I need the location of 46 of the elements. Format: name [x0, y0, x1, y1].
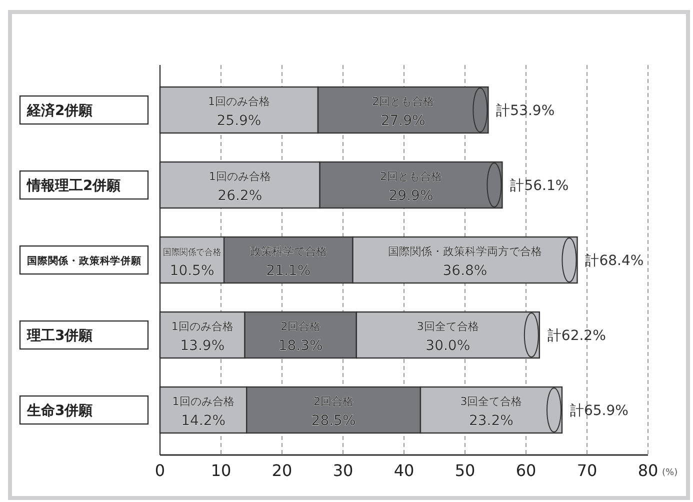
annotation: 1回のみ合格 [208, 170, 271, 183]
data-label: 14.2% [181, 413, 226, 429]
annotation: 2回とも合格 [372, 95, 434, 108]
annotation: 3回全て合格 [460, 395, 522, 408]
y-tick-label: 理工3併願 [26, 328, 93, 344]
data-label: 10.5% [170, 263, 214, 279]
y-tick-label: 生命3併願 [26, 403, 93, 419]
data-label: 28.5% [311, 413, 356, 429]
data-label: 18.3% [278, 338, 323, 354]
y-tick-label: 国際関係・政策科学併願 [27, 255, 141, 267]
x-tick-label: 20 [272, 461, 292, 480]
total-label: 計65.9% [570, 403, 628, 419]
annotation: 3回全て合格 [416, 320, 479, 333]
annotation: 1回のみ合格 [208, 95, 270, 108]
annotation: 2回合格 [280, 320, 321, 333]
x-tick-label: 50 [454, 461, 476, 480]
data-label: 25.9% [216, 113, 262, 129]
data-label: 27.9% [380, 113, 426, 129]
y-tick-label: 経済2併願 [26, 102, 93, 119]
data-label: 36.8% [442, 263, 488, 279]
annotation: 国際関係で合格 [163, 247, 226, 258]
annotation: 政策科学で合格 [250, 245, 327, 258]
data-label: 29.9% [388, 188, 434, 204]
annotation: 1回のみ合格 [171, 320, 234, 333]
data-label: 21.1% [266, 263, 311, 279]
data-label: 23.2% [468, 413, 514, 429]
total-label: 計68.4% [585, 253, 644, 269]
annotation: 1回のみ合格 [172, 395, 234, 408]
x-tick-label: 80 [638, 461, 658, 480]
total-label: 計62.2% [547, 328, 606, 344]
y-tick-label: 情報理工2併願 [26, 178, 121, 194]
total-label: 計53.9% [496, 103, 555, 119]
data-label: 13.9% [180, 338, 225, 354]
annotation: 2回合格 [314, 395, 354, 408]
x-tick-label: 0 [154, 461, 166, 480]
x-tick-label: 10 [210, 461, 232, 480]
data-label: 30.0% [426, 338, 470, 354]
x-tick-label: 30 [332, 461, 354, 480]
x-tick-label: 40 [394, 461, 414, 480]
annotation: 国際関係・政策科学両方で合格 [388, 245, 542, 258]
annotation: 2回とも合格 [380, 170, 442, 183]
data-label: 26.2% [218, 188, 262, 204]
x-axis-title: (%) [662, 468, 678, 478]
x-tick-label: 70 [576, 461, 598, 480]
x-tick-label: 60 [516, 461, 536, 480]
total-label: 計56.1% [510, 178, 569, 194]
